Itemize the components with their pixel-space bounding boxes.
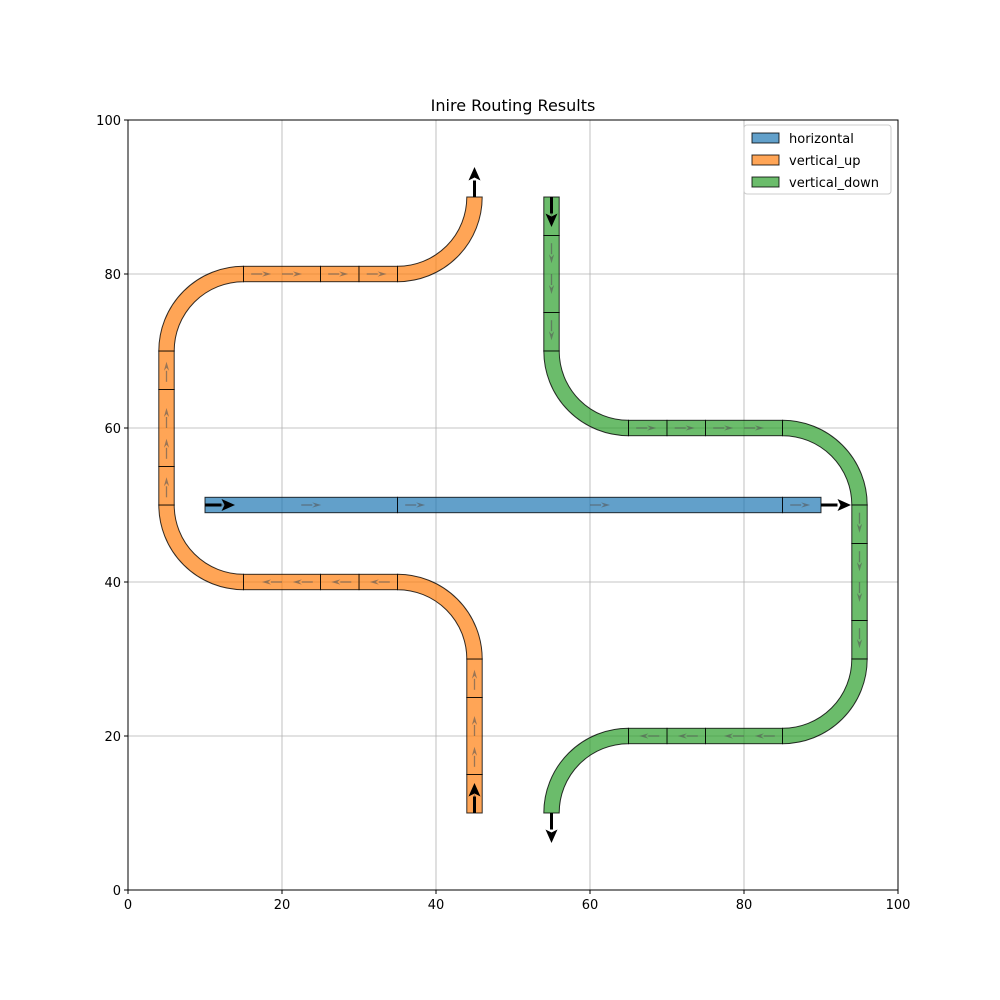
direction-arrow-head — [369, 579, 379, 585]
straight-segment — [158, 466, 175, 506]
end-arrow-head — [468, 167, 481, 181]
straight-segment — [358, 573, 398, 591]
direction-arrow-head — [548, 285, 555, 294]
legend-label-horizontal: horizontal — [789, 132, 854, 147]
direction-arrow-head — [724, 733, 733, 739]
direction-arrow-head — [801, 502, 811, 508]
direction-arrow-head — [262, 271, 272, 277]
direction-arrow-head — [677, 733, 687, 739]
direction-arrow-head — [471, 746, 478, 756]
direction-arrow-head — [163, 408, 170, 417]
direction-arrow-head — [339, 271, 349, 277]
direction-arrow-head — [163, 361, 170, 371]
direction-arrow-head — [163, 438, 170, 448]
straight-segment — [158, 350, 175, 390]
arc-segment — [543, 350, 629, 437]
direction-arrow-head — [754, 733, 764, 739]
direction-arrow-head — [471, 669, 478, 679]
direction-arrow-head — [471, 716, 478, 725]
start-arrow-head — [468, 783, 481, 797]
straight-segment — [666, 727, 706, 745]
straight-segment — [851, 620, 868, 660]
straight-segment — [628, 419, 668, 437]
start-arrow-head — [545, 213, 558, 227]
straight-segment — [851, 504, 868, 544]
straight-segment — [466, 658, 483, 698]
route-vertical_up — [158, 167, 483, 814]
direction-arrow-head — [685, 425, 695, 431]
x-tick-label: 40 — [428, 898, 445, 913]
direction-arrow-head — [292, 579, 302, 585]
y-tick-label: 40 — [104, 576, 121, 591]
y-tick-label: 60 — [104, 422, 121, 437]
direction-arrow-head — [856, 639, 863, 649]
routes — [158, 167, 868, 843]
x-tick-label: 20 — [274, 898, 291, 913]
route-vertical_down — [543, 196, 868, 843]
end-arrow-head — [837, 499, 851, 511]
x-tick-label: 80 — [736, 898, 753, 913]
arc-segment — [158, 265, 244, 352]
legend: horizontal vertical_up vertical_down — [743, 124, 892, 195]
direction-arrow-head — [856, 523, 863, 533]
direction-arrow-head — [647, 425, 657, 431]
start-arrow-head — [221, 499, 235, 511]
direction-arrow-head — [856, 593, 863, 602]
legend-swatch-vertical_up — [751, 154, 780, 166]
y-tick-label: 100 — [96, 114, 121, 129]
axes-frame — [127, 119, 899, 891]
y-tick-label: 0 — [113, 884, 121, 899]
direction-arrow-head — [601, 502, 610, 508]
legend-swatch-horizontal — [751, 132, 780, 144]
direction-arrow-head — [416, 502, 426, 508]
straight-segment — [782, 496, 822, 514]
direction-arrow-head — [856, 562, 863, 572]
arc-segment — [397, 573, 483, 660]
direction-arrow-head — [262, 579, 271, 585]
direction-arrow-head — [548, 331, 555, 341]
legend-box — [743, 124, 892, 195]
arc-segment — [543, 727, 629, 814]
y-tick-label: 20 — [104, 730, 121, 745]
direction-arrow-head — [548, 254, 555, 264]
ticks: 0 20 40 60 80 100 0 20 40 60 80 100 — [96, 114, 910, 913]
straight-segment — [320, 573, 360, 591]
x-tick-label: 0 — [124, 898, 132, 913]
direction-arrow-head — [331, 579, 341, 585]
route-horizontal — [204, 496, 851, 514]
direction-arrow-head — [724, 425, 734, 431]
arc-segment — [782, 658, 868, 745]
x-tick-label: 100 — [886, 898, 911, 913]
direction-arrow-head — [312, 502, 322, 508]
arc-segment — [158, 504, 244, 591]
direction-arrow-head — [755, 425, 764, 431]
arc-segment — [782, 419, 868, 506]
arc-segment — [397, 196, 483, 283]
direction-arrow-head — [293, 271, 302, 277]
legend-label-vertical_down: vertical_down — [789, 176, 879, 191]
straight-segment — [320, 265, 360, 283]
straight-segment — [543, 312, 560, 352]
chart-title: Inire Routing Results — [431, 96, 596, 115]
legend-swatch-vertical_down — [751, 176, 780, 188]
direction-arrow-head — [639, 733, 649, 739]
direction-arrow-head — [377, 271, 387, 277]
straight-segment — [358, 265, 398, 283]
legend-label-vertical_up: vertical_up — [789, 154, 860, 169]
straight-segment — [628, 727, 668, 745]
straight-segment — [666, 419, 706, 437]
direction-arrow-head — [163, 477, 170, 487]
y-tick-label: 80 — [104, 268, 121, 283]
x-tick-label: 60 — [582, 898, 599, 913]
end-arrow-head — [545, 829, 558, 843]
